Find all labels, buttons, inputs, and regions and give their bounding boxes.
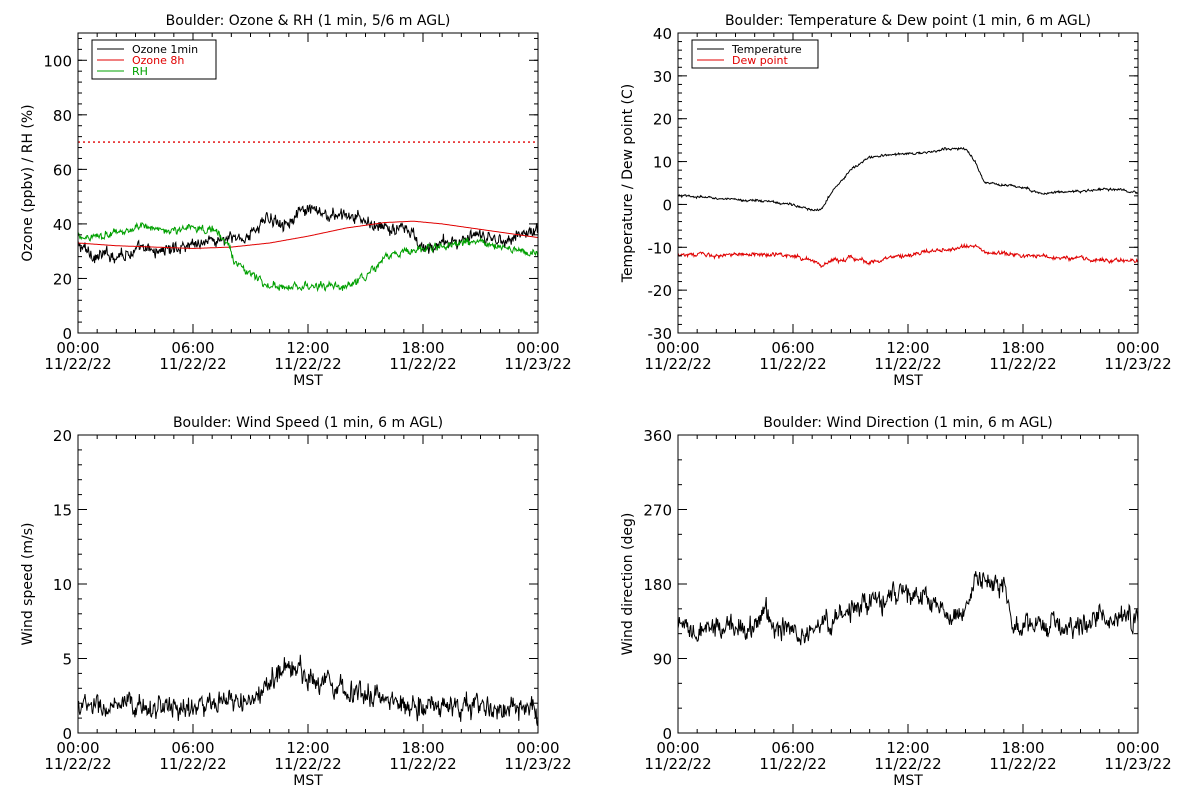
x-tick-date-label: 11/23/22 <box>1104 755 1171 773</box>
x-tick-date-label: 11/22/22 <box>389 755 456 773</box>
x-tick-date-label: 11/22/22 <box>159 355 226 373</box>
chart-wdir: Boulder: Wind Direction (1 min, 6 m AGL)… <box>620 415 1172 789</box>
series-line-ozone-8h <box>78 220 538 250</box>
legend-label: RH <box>132 65 148 78</box>
legend-label: Temperature <box>731 43 802 56</box>
x-tick-label: 00:00 <box>516 739 559 757</box>
y-tick-label: 10 <box>653 154 672 172</box>
x-tick-label: 06:00 <box>171 739 214 757</box>
x-tick-date-label: 11/22/22 <box>644 755 711 773</box>
y-tick-label: 180 <box>643 576 672 594</box>
y-tick-label: 0 <box>62 725 72 743</box>
x-tick-date-label: 11/22/22 <box>759 755 826 773</box>
y-tick-label: 40 <box>53 216 72 234</box>
x-tick-label: 00:00 <box>516 339 559 357</box>
x-tick-date-label: 11/22/22 <box>989 755 1056 773</box>
y-tick-label: 90 <box>653 651 672 669</box>
x-axis-label: MST <box>893 773 923 789</box>
y-axis-label: Temperature / Dew point (C) <box>620 84 636 283</box>
x-tick-date-label: 11/22/22 <box>389 355 456 373</box>
series-line <box>678 571 1138 646</box>
x-axis-label: MST <box>893 373 923 389</box>
x-tick-label: 06:00 <box>771 739 814 757</box>
y-tick-label: 20 <box>53 427 72 445</box>
y-tick-label: 20 <box>653 111 672 129</box>
y-tick-label: 0 <box>662 725 672 743</box>
chart-ozone: Boulder: Ozone & RH (1 min, 5/6 m AGL) 0 2… <box>20 13 572 389</box>
x-tick-date-label: 11/22/22 <box>644 355 711 373</box>
x-tick-label: 00:00 <box>1116 739 1159 757</box>
y-tick-label: 0 <box>662 196 672 214</box>
y-tick-label: -10 <box>648 239 673 257</box>
plot-frame <box>677 434 1139 734</box>
x-axis-label: MST <box>293 773 323 789</box>
chart-title: Boulder: Wind Speed (1 min, 6 m AGL) <box>173 415 443 431</box>
series-line-rh <box>78 221 538 293</box>
legend-label: Ozone 8h <box>132 54 184 67</box>
y-tick-label: -20 <box>648 282 673 300</box>
y-axis-label: Wind direction (deg) <box>620 513 636 656</box>
x-tick-label: 18:00 <box>1001 739 1044 757</box>
y-tick-label: -30 <box>648 325 673 343</box>
x-tick-label: 00:00 <box>56 339 99 357</box>
chart-temp: Boulder: Temperature & Dew point (1 min,… <box>620 13 1172 389</box>
legend-label: Ozone 1min <box>132 43 198 56</box>
plot-frame <box>677 32 1139 334</box>
y-tick-label: 40 <box>653 25 672 43</box>
y-tick-label: 60 <box>53 161 72 179</box>
y-axis-label: Ozone (ppbv) / RH (%) <box>20 104 36 261</box>
x-tick-label: 00:00 <box>1116 339 1159 357</box>
x-tick-label: 12:00 <box>886 339 929 357</box>
series-line-temperature <box>678 146 1138 212</box>
x-tick-date-label: 11/22/22 <box>274 355 341 373</box>
x-tick-date-label: 11/22/22 <box>159 755 226 773</box>
x-tick-date-label: 11/22/22 <box>44 355 111 373</box>
x-tick-label: 06:00 <box>771 339 814 357</box>
series-line-ozone-1min <box>78 203 538 264</box>
x-tick-label: 18:00 <box>1001 339 1044 357</box>
chart-title: Boulder: Ozone & RH (1 min, 5/6 m AGL) <box>166 13 451 29</box>
x-tick-label: 00:00 <box>56 739 99 757</box>
x-tick-label: 18:00 <box>401 339 444 357</box>
x-tick-date-label: 11/23/22 <box>1104 355 1171 373</box>
legend-label: Dew point <box>732 54 788 67</box>
y-tick-label: 100 <box>43 52 72 70</box>
x-tick-date-label: 11/23/22 <box>504 755 571 773</box>
y-tick-label: 360 <box>643 427 672 445</box>
x-tick-date-label: 11/22/22 <box>989 355 1056 373</box>
series-line <box>78 654 538 726</box>
x-tick-date-label: 11/22/22 <box>874 755 941 773</box>
y-tick-label: 80 <box>53 107 72 125</box>
x-tick-label: 00:00 <box>656 339 699 357</box>
x-axis-label: MST <box>293 373 323 389</box>
x-tick-date-label: 11/22/22 <box>759 355 826 373</box>
y-axis-label: Wind speed (m/s) <box>20 523 36 646</box>
y-tick-label: 10 <box>53 576 72 594</box>
y-tick-label: 5 <box>62 651 72 669</box>
x-tick-date-label: 11/22/22 <box>44 755 111 773</box>
x-tick-date-label: 11/22/22 <box>874 355 941 373</box>
legend-box <box>691 39 819 69</box>
y-tick-label: 15 <box>53 502 72 520</box>
chart-wspd: Boulder: Wind Speed (1 min, 6 m AGL) 0 5 10… <box>20 415 572 789</box>
x-tick-label: 12:00 <box>286 739 329 757</box>
y-tick-label: 270 <box>643 502 672 520</box>
y-tick-label: 0 <box>62 325 72 343</box>
x-tick-date-label: 11/22/22 <box>274 755 341 773</box>
y-tick-label: 20 <box>53 270 72 288</box>
x-tick-label: 18:00 <box>401 739 444 757</box>
chart-title: Boulder: Wind Direction (1 min, 6 m AGL) <box>763 415 1052 431</box>
x-tick-label: 06:00 <box>171 339 214 357</box>
x-tick-label: 12:00 <box>886 739 929 757</box>
x-tick-label: 00:00 <box>656 739 699 757</box>
y-tick-label: 30 <box>653 68 672 86</box>
x-tick-label: 12:00 <box>286 339 329 357</box>
chart-title: Boulder: Temperature & Dew point (1 min,… <box>725 13 1091 29</box>
series-line-dew-point <box>678 242 1138 269</box>
x-tick-date-label: 11/23/22 <box>504 355 571 373</box>
